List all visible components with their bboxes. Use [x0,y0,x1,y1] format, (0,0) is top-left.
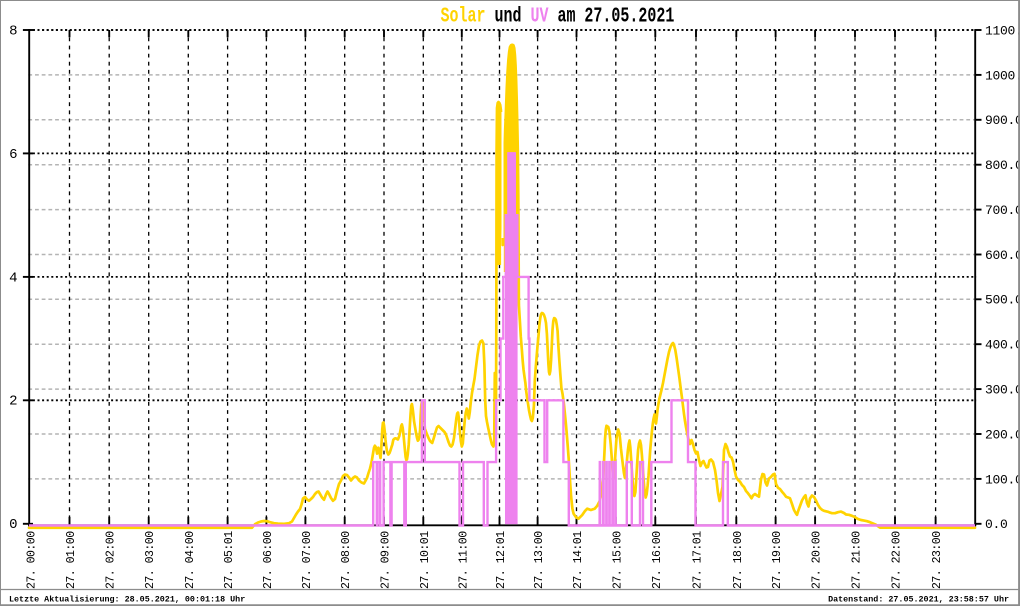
svg-text:400.0: 400.0 [985,338,1020,353]
svg-text:27. 00:00: 27. 00:00 [26,531,39,589]
svg-text:0.0: 0.0 [985,517,1008,532]
svg-text:27. 01:00: 27. 01:00 [65,531,78,589]
svg-text:2: 2 [9,394,17,410]
svg-text:700.0: 700.0 [985,203,1020,218]
svg-text:27. 21:00: 27. 21:00 [851,531,864,589]
svg-text:0: 0 [9,517,17,533]
svg-text:1000.0: 1000.0 [985,68,1020,83]
svg-text:27. 04:00: 27. 04:00 [184,531,197,589]
svg-text:200.0: 200.0 [985,427,1020,442]
svg-text:27. 05:01: 27. 05:01 [223,531,236,589]
svg-text:27. 09:00: 27. 09:00 [380,531,393,589]
svg-text:27. 02:00: 27. 02:00 [105,531,118,589]
svg-text:27. 17:01: 27. 17:01 [692,531,705,589]
svg-text:27. 13:00: 27. 13:00 [533,531,546,589]
svg-text:27. 10:01: 27. 10:01 [419,531,432,589]
svg-text:500.0: 500.0 [985,293,1020,308]
svg-text:6: 6 [9,147,17,163]
svg-text:8: 8 [9,23,17,39]
svg-text:27. 23:00: 27. 23:00 [931,531,944,589]
svg-text:27. 22:00: 27. 22:00 [891,531,904,589]
svg-text:1100.0: 1100.0 [985,23,1020,38]
svg-text:27. 14:01: 27. 14:01 [572,531,585,589]
svg-text:27. 20:00: 27. 20:00 [811,531,824,589]
svg-text:27. 03:00: 27. 03:00 [144,531,157,589]
svg-text:27. 19:00: 27. 19:00 [771,531,784,589]
svg-text:27. 07:00: 27. 07:00 [301,531,314,589]
svg-text:300.0: 300.0 [985,383,1020,398]
svg-text:600.0: 600.0 [985,248,1020,263]
svg-text:27. 11:00: 27. 11:00 [457,531,470,589]
svg-text:27. 12:01: 27. 12:01 [495,531,508,589]
svg-text:27. 06:00: 27. 06:00 [262,531,275,589]
svg-text:Letzte Aktualisierung: 28.05.2: Letzte Aktualisierung: 28.05.2021, 00:01… [9,595,245,605]
svg-text:27. 15:00: 27. 15:00 [611,531,624,589]
svg-text:27. 18:00: 27. 18:00 [732,531,745,589]
svg-text:27. 08:00: 27. 08:00 [340,531,353,589]
svg-text:800.0: 800.0 [985,158,1020,173]
svg-text:27. 16:00: 27. 16:00 [651,531,664,589]
svg-text:900.0: 900.0 [985,113,1020,128]
svg-text:100.0: 100.0 [985,472,1020,487]
svg-text:Solar und UV am 27.05.2021: Solar und UV am 27.05.2021 [441,5,675,28]
svg-text:4: 4 [9,270,17,286]
svg-text:Datenstand: 27.05.2021, 23:58:: Datenstand: 27.05.2021, 23:58:57 Uhr [828,595,1009,605]
